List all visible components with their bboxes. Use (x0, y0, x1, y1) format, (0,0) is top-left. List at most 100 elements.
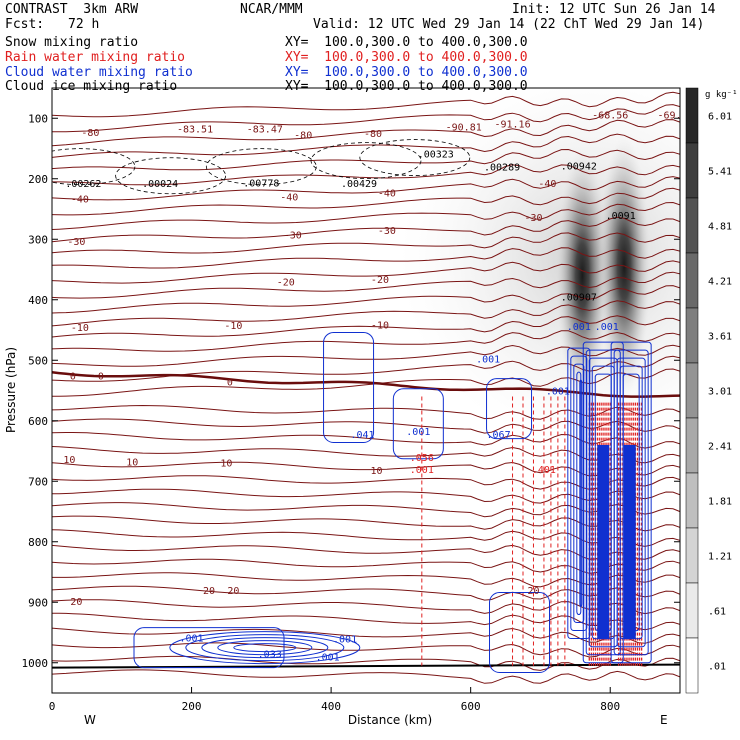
legend-cloud-water-xy: XY= 100.0,300.0 to 400.0,300.0 (285, 65, 528, 80)
legend-snow-name: Snow mixing ratio (5, 35, 139, 50)
temperature-label: 10 (370, 466, 382, 477)
temperature-label: -40 (280, 192, 298, 203)
cloud-water-contour (570, 355, 588, 632)
isotherm-line (52, 368, 680, 397)
isotherm-line (52, 260, 680, 284)
rain-label: .001 (410, 465, 434, 476)
cloud-water-contour (133, 627, 285, 669)
colorbar-level-label: 5.41 (708, 167, 732, 178)
isotherm-line (52, 461, 680, 477)
y-tick-label: 100 (28, 112, 48, 125)
isotherm-line (52, 558, 680, 574)
temperature-label: 20 (70, 597, 82, 608)
cloud-water-low-contour (169, 631, 361, 665)
colorbar-level-label: .61 (708, 607, 726, 618)
snow-max-label: .00323 (418, 149, 454, 160)
legend-rain-xy: XY= 100.0,300.0 to 400.0,300.0 (285, 50, 528, 65)
temperature-label: -90.81 (446, 123, 482, 134)
isotherm-line (52, 488, 680, 504)
temperature-label: 10 (220, 458, 232, 469)
cloud-water-contour (610, 341, 652, 664)
cloud-water-low-contour (217, 640, 313, 656)
isotherm-line (52, 271, 680, 299)
isotherm-line (52, 446, 680, 464)
colorbar-level-label: 1.21 (708, 552, 732, 563)
y-tick-label: 400 (28, 294, 48, 307)
x-tick-label: 400 (321, 700, 341, 713)
cloud-water-low-contour (201, 637, 329, 659)
cloud-ice-max-label: .00778 (243, 178, 279, 189)
y-tick-label: 1000 (22, 657, 49, 670)
snow-max-label: .0091 (606, 211, 636, 222)
cloud-ice-contours (52, 139, 471, 195)
isotherm-line (52, 330, 680, 352)
x-tick-label: 200 (182, 700, 202, 713)
x-tick-label: 600 (461, 700, 481, 713)
temperature-label: -30 (378, 226, 396, 237)
temperature-label: -80 (364, 129, 382, 140)
temperature-label: -80 (294, 131, 312, 142)
cloud-water-label: .001 (476, 354, 500, 365)
cloud-water-label: .001 (546, 387, 570, 398)
colorbar-level-label: 1.81 (708, 497, 732, 508)
colorbar-level-label: 4.81 (708, 222, 732, 233)
snow-max-label: .00907 (561, 293, 597, 304)
isotherm-line (52, 187, 680, 216)
isotherm-line (52, 404, 680, 420)
cloud-water-label: .001 (595, 322, 619, 333)
cloud-ice-contour (310, 142, 422, 180)
temperature-label: -83.47 (247, 125, 283, 136)
y-tick-label: 600 (28, 415, 48, 428)
isotherm-line (52, 133, 680, 158)
isotherm-line (52, 216, 680, 243)
cloud-water-label: .001 (180, 633, 204, 644)
cloud-ice-contour (205, 148, 317, 186)
isotherm-line (52, 201, 680, 230)
colorbar-level-label: 6.01 (708, 112, 732, 123)
forecast-hour: 72 h (68, 17, 100, 32)
cloud-water-contour (392, 388, 444, 460)
temperature-label: 0 (98, 371, 104, 382)
y-tick-label: 900 (28, 596, 48, 609)
colorbar-swatch (685, 362, 699, 419)
isotherm-line (52, 502, 680, 518)
ground-line (52, 663, 680, 669)
temperature-label: -20 (371, 275, 389, 286)
temperature-label: 20 (527, 586, 539, 597)
colorbar-swatch (685, 197, 699, 254)
isotherm-line (52, 418, 680, 434)
cloud-water-low-contour (233, 643, 297, 653)
temperature-label: -30 (524, 213, 542, 224)
temperature-label: -83.51 (177, 125, 213, 136)
x-axis-west-label: W (84, 713, 96, 727)
isotherm-line (52, 585, 680, 601)
contour-labels: -80 -80 -80 -83.51 -83.47 -90.81 -91.16 -68.56 -… (63, 111, 681, 664)
init-time: Init: 12 UTC Sun 26 Jan 14 (512, 2, 716, 17)
cloud-water-label: .001 (406, 427, 430, 438)
y-tick-label: 300 (28, 233, 48, 246)
temperature-label: -30 (284, 230, 302, 241)
cloud-water-contour (576, 371, 582, 616)
temperature-label: -30 (67, 237, 85, 248)
isotherm-line (52, 642, 680, 658)
isotherm-line (52, 91, 680, 118)
cloud-water-contour (616, 357, 646, 648)
colorbar-swatch (685, 252, 699, 309)
isotherm-line (52, 164, 680, 186)
cloud-water-contour (323, 331, 375, 443)
isotherm-line (52, 655, 680, 671)
cloud-water-low-contour (185, 634, 345, 662)
cloud-water-contour (567, 347, 591, 640)
temperature-label: 0 (227, 377, 233, 388)
colorbar-level-label: 4.21 (708, 277, 732, 288)
y-axis-title: Pressure (hPa) (4, 347, 18, 433)
y-tick-label: 700 (28, 475, 48, 488)
temperature-label: 20 (227, 586, 239, 597)
temperature-label: 0 (70, 371, 76, 382)
valid-time: Valid: 12 UTC Wed 29 Jan 14 (22 ChT Wed … (313, 17, 705, 32)
legend-snow-xy: XY= 100.0,300.0 to 400.0,300.0 (285, 35, 528, 50)
colorbar-swatch (685, 472, 699, 529)
isotherm-line (52, 247, 680, 269)
cloud-water-contour (486, 378, 533, 440)
